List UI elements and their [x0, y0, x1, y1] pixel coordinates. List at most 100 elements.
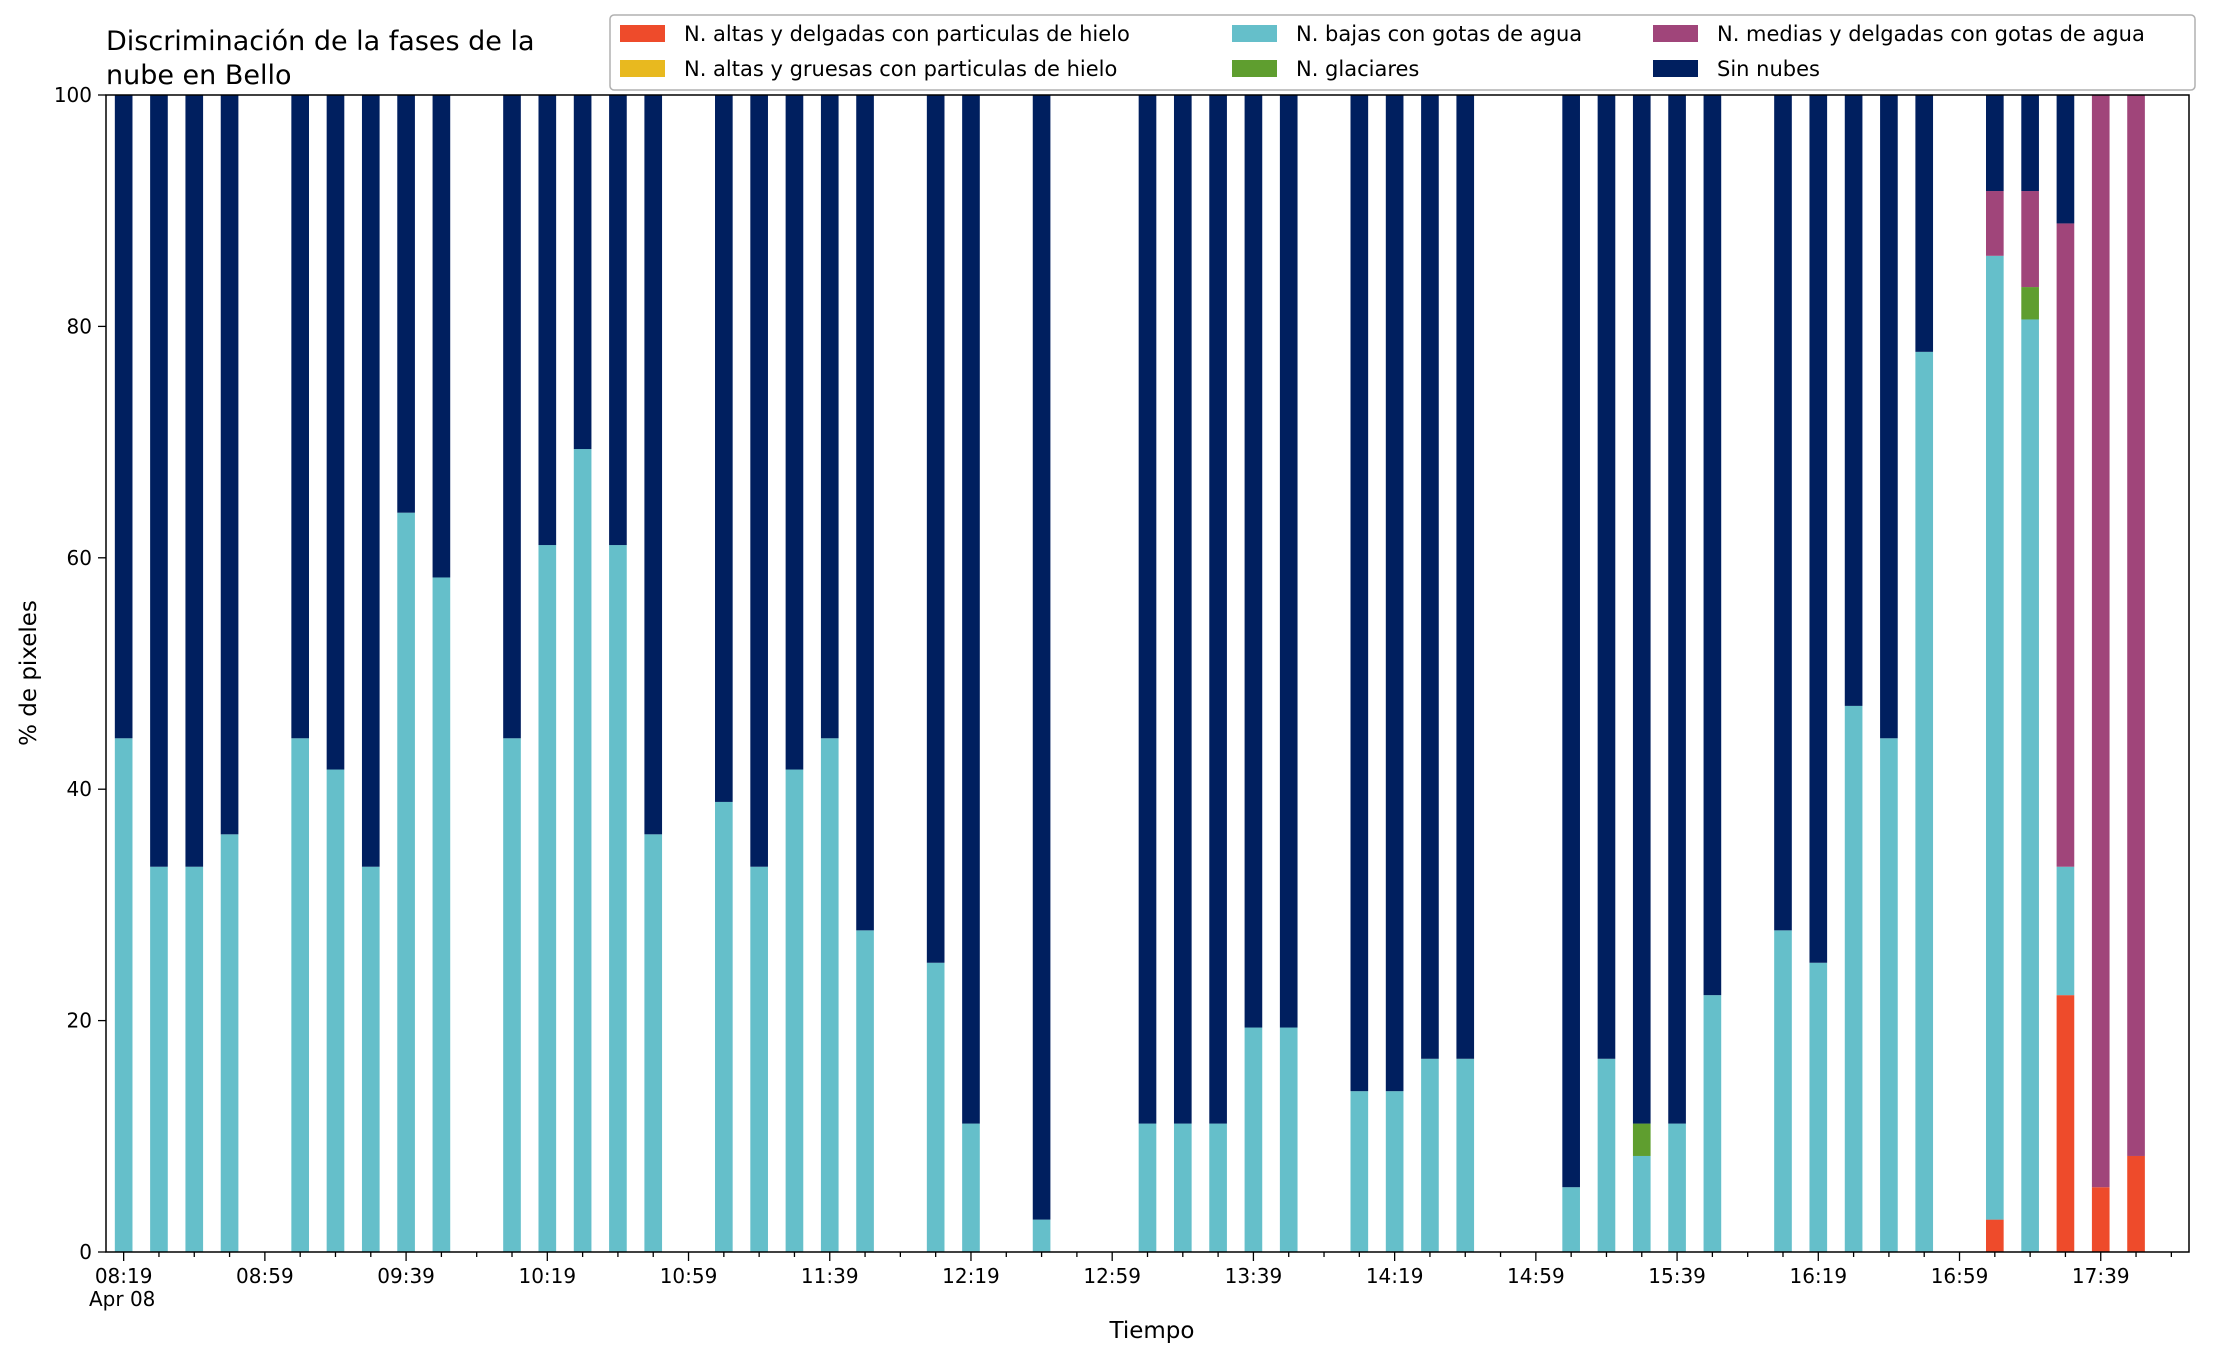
legend-label-ad: N. altas y delgadas con particulas de hi…	[684, 22, 1130, 46]
bar-0819-b	[114, 738, 133, 1252]
x-tick-label: 16:19	[1789, 1264, 1847, 1288]
y-axis-label: % de pixeles	[16, 600, 42, 746]
bar-0929-s	[361, 95, 380, 867]
bar-1019-s	[538, 95, 557, 546]
x-tick-label: 13:39	[1225, 1264, 1283, 1288]
legend-swatch-s	[1653, 60, 1698, 77]
legend-swatch-g	[1232, 60, 1277, 77]
bar-1649-s	[1915, 95, 1934, 352]
bar-0949-s	[432, 95, 451, 578]
bar-0849-s	[220, 95, 239, 835]
legend-label-s: Sin nubes	[1717, 57, 1820, 81]
bar-1439-s	[1456, 95, 1475, 1059]
x-axis-label: Tiempo	[1109, 1318, 1195, 1344]
x-tick-label: 14:19	[1366, 1264, 1424, 1288]
bar-1129-s	[785, 95, 804, 770]
bar-0929-b	[361, 866, 380, 1252]
y-tick-label: 100	[54, 83, 92, 107]
bar-1209-b	[926, 962, 945, 1252]
bar-1419-s	[1385, 95, 1404, 1092]
y-tick-label: 40	[67, 777, 92, 801]
bar-1139-b	[820, 738, 839, 1252]
bar-0909-b	[291, 738, 309, 1252]
bar-0949-b	[432, 577, 451, 1252]
x-tick-label: 10:19	[518, 1264, 576, 1288]
bar-1119-b	[750, 866, 768, 1252]
bar-1049-s	[644, 95, 663, 835]
bar-1519-s	[1597, 95, 1616, 1059]
legend: N. altas y delgadas con particulas de hi…	[609, 14, 2196, 91]
legend-label-ag: N. altas y gruesas con particulas de hie…	[684, 57, 1117, 81]
y-tick-label: 0	[79, 1240, 92, 1264]
bar-1349-b	[1279, 1027, 1298, 1252]
bar-1719-m	[2021, 191, 2039, 288]
bar-1649-b	[1915, 351, 1934, 1253]
bar-1509-s	[1562, 95, 1580, 1188]
x-tick-label: 10:59	[660, 1264, 718, 1288]
bar-1309-s	[1138, 95, 1157, 1124]
bar-1039-b	[609, 545, 627, 1252]
y-axis-ticks: 0 20 40 60 80 100	[54, 83, 106, 1264]
legend-swatch-ag	[620, 60, 665, 77]
y-tick-label: 80	[67, 314, 92, 338]
bar-1239-b	[1032, 1219, 1051, 1252]
bar-1619-s	[1809, 95, 1828, 963]
bar-1709-b	[1986, 255, 2004, 1220]
bar-1349-s	[1279, 95, 1298, 1028]
legend-frame	[609, 14, 2196, 91]
bar-1709-s	[1986, 95, 2004, 192]
x-tick-label: 09:39	[377, 1264, 435, 1288]
bar-1639-s	[1880, 95, 1898, 739]
bar-1109-s	[715, 95, 733, 802]
bar-1049-b	[644, 834, 663, 1252]
bar-1149-s	[856, 95, 874, 931]
bar-1129-b	[785, 769, 804, 1252]
legend-swatch-m	[1653, 25, 1698, 42]
x-tick-label: 16:59	[1931, 1264, 1989, 1288]
bar-1609-b	[1774, 930, 1792, 1252]
bar-1409-b	[1350, 1091, 1369, 1252]
bar-1439-b	[1456, 1058, 1475, 1252]
legend-label-b: N. bajas con gotas de agua	[1296, 22, 1582, 46]
bar-1719-s	[2021, 95, 2039, 192]
legend-swatch-ad	[620, 25, 665, 42]
bar-1319-b	[1173, 1123, 1192, 1252]
bar-1529-g	[1632, 1123, 1651, 1156]
bar-1209-s	[926, 95, 945, 963]
bar-0819-s	[114, 95, 133, 739]
bar-1219-b	[962, 1123, 980, 1252]
bar-1119-s	[750, 95, 768, 867]
bar-1729-s	[2056, 95, 2075, 224]
bar-1409-s	[1350, 95, 1369, 1092]
legend-label-g: N. glaciares	[1296, 57, 1419, 81]
bar-0919-s	[326, 95, 345, 770]
bar-1039-s	[609, 95, 627, 546]
bar-1719-g	[2021, 287, 2039, 320]
bar-1549-s	[1703, 95, 1722, 996]
bar-0849-b	[220, 834, 239, 1252]
bar-1529-s	[1632, 95, 1651, 1124]
bar-1739-ad	[2091, 1187, 2110, 1252]
bar-0839-b	[185, 866, 204, 1252]
bar-1339-s	[1244, 95, 1263, 1028]
y-tick-label: 60	[67, 546, 92, 570]
x-axis-date-label: Apr 08	[89, 1287, 155, 1311]
bar-1709-ad	[1986, 1219, 2004, 1252]
bar-1029-b	[573, 449, 592, 1252]
bar-1539-s	[1668, 95, 1686, 1124]
bar-1729-b	[2056, 866, 2075, 996]
x-tick-label: 08:19	[95, 1264, 153, 1288]
bar-1019-b	[538, 545, 557, 1252]
legend-items: N. altas y delgadas con particulas de hi…	[620, 22, 2145, 81]
bar-1429-s	[1421, 95, 1439, 1059]
x-tick-label: 12:19	[942, 1264, 1000, 1288]
bar-1219-s	[962, 95, 980, 1124]
bar-1319-s	[1173, 95, 1192, 1124]
bar-0909-s	[291, 95, 309, 739]
bar-0939-s	[397, 95, 415, 513]
x-tick-label: 17:39	[2072, 1264, 2130, 1288]
bar-1519-b	[1597, 1058, 1616, 1252]
legend-label-m: N. medias y delgadas con gotas de agua	[1717, 22, 2145, 46]
bar-1329-b	[1209, 1123, 1227, 1252]
